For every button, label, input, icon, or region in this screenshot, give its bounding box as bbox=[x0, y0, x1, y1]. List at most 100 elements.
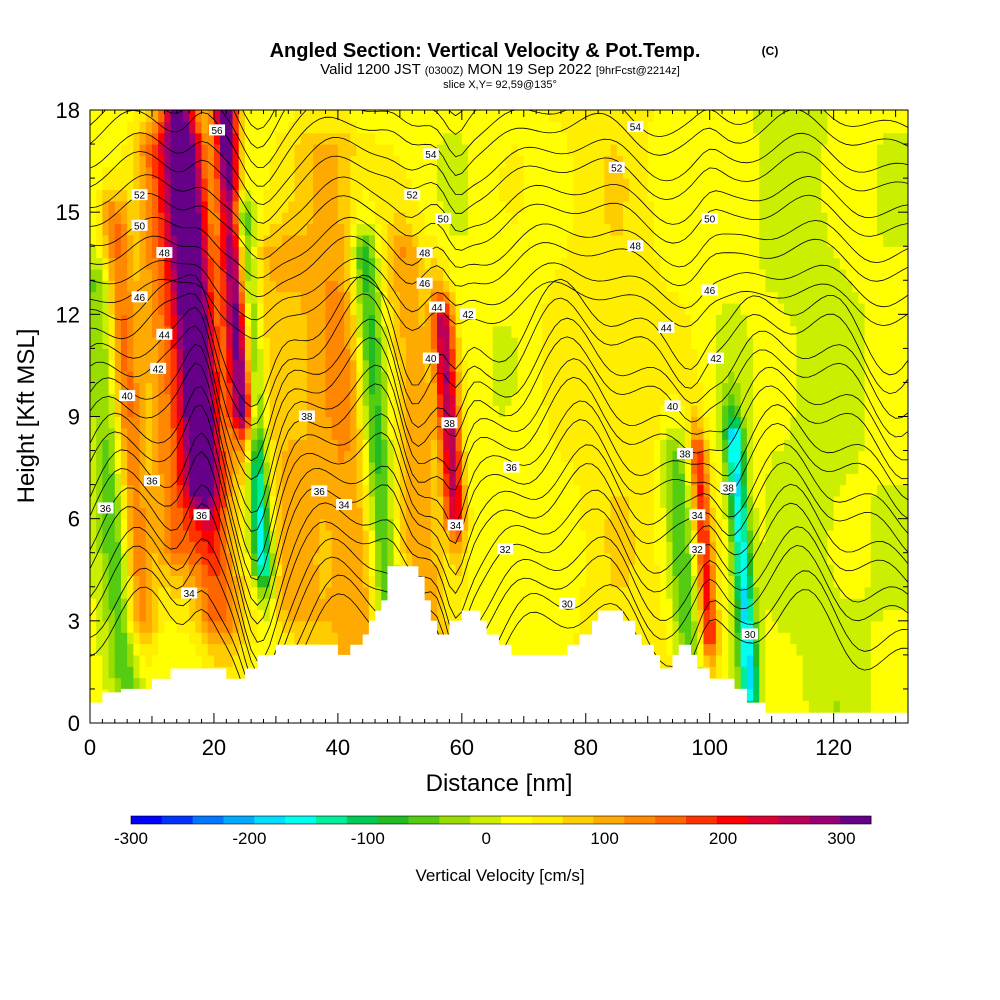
velocity-cell bbox=[325, 507, 333, 520]
velocity-cell bbox=[251, 473, 258, 486]
velocity-cell bbox=[158, 654, 165, 667]
velocity-cell bbox=[548, 530, 556, 542]
velocity-cell bbox=[300, 121, 308, 134]
velocity-cell bbox=[176, 359, 184, 372]
velocity-cell bbox=[350, 518, 358, 531]
velocity-cell bbox=[220, 325, 227, 338]
velocity-cell bbox=[127, 189, 134, 202]
velocity-cell bbox=[319, 268, 327, 281]
velocity-cell bbox=[288, 314, 296, 327]
velocity-cell bbox=[189, 121, 196, 134]
velocity-cell bbox=[90, 291, 97, 304]
velocity-cell bbox=[505, 155, 512, 168]
velocity-cell bbox=[375, 223, 382, 236]
velocity-cell bbox=[275, 541, 283, 554]
velocity-cell bbox=[220, 371, 227, 384]
velocity-cell bbox=[251, 507, 258, 520]
velocity-cell bbox=[443, 200, 451, 213]
velocity-cell bbox=[344, 609, 351, 622]
velocity-cell bbox=[176, 450, 184, 463]
velocity-cell bbox=[114, 609, 122, 622]
velocity-cell bbox=[635, 439, 643, 452]
velocity-cell bbox=[387, 371, 395, 384]
velocity-cell bbox=[591, 518, 599, 531]
velocity-cell bbox=[213, 405, 221, 418]
velocity-cell bbox=[139, 178, 147, 191]
velocity-cell bbox=[263, 643, 271, 656]
velocity-cell bbox=[158, 507, 165, 520]
velocity-cell bbox=[282, 314, 289, 327]
velocity-cell bbox=[474, 461, 482, 474]
velocity-cell bbox=[269, 518, 277, 531]
velocity-cell bbox=[269, 212, 277, 225]
velocity-cell bbox=[591, 144, 599, 157]
velocity-cell bbox=[480, 189, 488, 202]
velocity-cell bbox=[368, 598, 376, 611]
velocity-cell bbox=[337, 166, 345, 179]
velocity-cell bbox=[505, 189, 512, 202]
velocity-cell bbox=[244, 654, 252, 667]
velocity-cell bbox=[313, 223, 320, 236]
velocity-cell bbox=[244, 280, 252, 293]
velocity-cell bbox=[313, 246, 320, 259]
velocity-cell bbox=[629, 302, 636, 315]
velocity-cell bbox=[567, 461, 574, 474]
velocity-cell bbox=[189, 643, 196, 656]
velocity-cell bbox=[251, 223, 258, 236]
velocity-cell bbox=[226, 473, 234, 486]
velocity-cell bbox=[362, 393, 370, 406]
velocity-cell bbox=[288, 325, 296, 338]
velocity-cell bbox=[443, 405, 451, 418]
velocity-cell bbox=[641, 212, 649, 225]
velocity-cell bbox=[554, 427, 562, 440]
velocity-cell bbox=[90, 575, 97, 588]
velocity-cell bbox=[294, 586, 302, 599]
velocity-cell bbox=[529, 223, 537, 236]
velocity-cell bbox=[653, 246, 661, 259]
velocity-cell bbox=[344, 246, 351, 259]
velocity-cell bbox=[517, 541, 525, 554]
velocity-cell bbox=[579, 461, 587, 474]
velocity-cell bbox=[381, 564, 389, 577]
velocity-cell bbox=[641, 564, 649, 577]
velocity-cell bbox=[182, 382, 190, 395]
velocity-cell bbox=[653, 473, 661, 486]
velocity-cell bbox=[437, 166, 444, 179]
velocity-cell bbox=[182, 518, 190, 531]
velocity-cell bbox=[554, 337, 562, 349]
velocity-cell bbox=[139, 200, 147, 213]
velocity-cell bbox=[424, 541, 432, 554]
velocity-cell bbox=[381, 223, 389, 236]
velocity-cell bbox=[579, 337, 587, 349]
velocity-cell bbox=[604, 132, 612, 145]
velocity-cell bbox=[356, 552, 364, 565]
velocity-cell bbox=[288, 416, 296, 429]
velocity-cell bbox=[127, 564, 134, 577]
velocity-cell bbox=[195, 348, 203, 361]
velocity-cell bbox=[548, 439, 556, 452]
velocity-cell bbox=[585, 144, 593, 157]
velocity-cell bbox=[145, 552, 153, 565]
velocity-cell bbox=[344, 461, 351, 474]
velocity-cell bbox=[139, 348, 147, 361]
velocity-cell bbox=[368, 586, 376, 599]
velocity-cell bbox=[641, 280, 649, 293]
velocity-cell bbox=[529, 620, 537, 633]
velocity-cell bbox=[108, 405, 116, 418]
velocity-cell bbox=[313, 234, 320, 247]
velocity-cell bbox=[430, 268, 438, 281]
velocity-cell bbox=[647, 461, 655, 474]
velocity-cell bbox=[306, 632, 314, 645]
velocity-cell bbox=[189, 257, 196, 270]
velocity-cell bbox=[517, 393, 525, 406]
velocity-cell bbox=[573, 223, 581, 236]
velocity-cell bbox=[151, 620, 159, 633]
velocity-cell bbox=[127, 359, 134, 372]
velocity-cell bbox=[548, 257, 556, 270]
velocity-cell bbox=[511, 280, 519, 293]
velocity-cell bbox=[511, 564, 519, 577]
velocity-cell bbox=[151, 280, 159, 293]
velocity-cell bbox=[356, 598, 364, 611]
velocity-cell bbox=[189, 325, 196, 338]
velocity-cell bbox=[269, 132, 277, 145]
